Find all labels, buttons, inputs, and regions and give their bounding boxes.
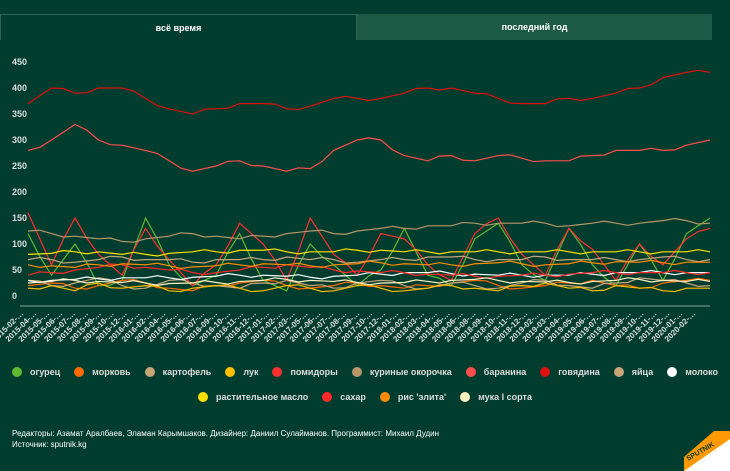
legend-label: яйца — [631, 367, 654, 377]
y-tick-label: 450 — [12, 57, 27, 67]
legend-dot-icon — [272, 367, 283, 377]
legend-label: баранина — [483, 367, 527, 377]
legend-item[interactable]: мука I сорта — [460, 392, 532, 402]
y-tick-label: 350 — [12, 109, 27, 119]
tab-last-year[interactable]: последний год — [357, 14, 712, 40]
legend-item[interactable]: огурец — [12, 367, 60, 377]
y-tick-label: 100 — [12, 239, 27, 249]
legend-item[interactable]: лук — [225, 367, 258, 377]
series-line-7 — [27, 69, 711, 115]
legend-dot-icon — [198, 392, 209, 402]
legend-dot-icon — [460, 392, 471, 402]
line-chart: 0501001502002503003504004502015-02-…2015… — [0, 57, 711, 344]
legend-item[interactable]: растительное масло — [198, 392, 308, 402]
legend-item[interactable]: куриные окорочка — [351, 367, 452, 377]
legend-item[interactable]: помидоры — [272, 367, 338, 377]
legend-label: мука I сорта — [478, 392, 532, 402]
credits: Редакторы: Азамат Аралбаев, Эламан Карым… — [12, 428, 439, 450]
legend-item[interactable]: говядина — [540, 367, 600, 377]
legend-label: сахар — [340, 392, 366, 402]
legend-dot-icon — [74, 367, 85, 377]
legend-item[interactable]: рис 'элита' — [379, 392, 447, 402]
legend-item[interactable]: картофель — [144, 367, 212, 377]
legend-dot-icon — [144, 367, 155, 377]
y-tick-label: 50 — [12, 265, 22, 275]
series-line-5 — [27, 217, 711, 243]
legend-item[interactable]: баранина — [465, 367, 527, 377]
series-line-6 — [27, 123, 711, 172]
y-tick-label: 300 — [12, 135, 27, 145]
legend-item[interactable]: сахар — [322, 392, 366, 402]
tab-bar: всё время последний год — [0, 14, 712, 40]
legend-label: огурец — [30, 367, 61, 377]
series-line-9 — [27, 269, 710, 284]
sputnik-logo: SPUTNIK — [684, 431, 730, 471]
legend-label: лук — [243, 367, 259, 377]
legend-dot-icon — [12, 367, 22, 377]
series-line-4 — [27, 212, 711, 287]
legend-row-1: огурец морковь картофель лук помидоры куриные… — [0, 367, 730, 377]
legend-label: картофель — [162, 367, 212, 377]
series-line-10 — [27, 248, 711, 257]
legend-dot-icon — [322, 392, 333, 402]
legend-label: куриные окорочка — [369, 367, 452, 377]
y-tick-label: 400 — [12, 83, 27, 93]
legend-label: помидоры — [290, 367, 338, 377]
legend-item[interactable]: молоко — [667, 367, 718, 377]
legend-row-2: растительное масло сахар рис 'элита' мука I… — [0, 392, 730, 402]
tab-all-time[interactable]: всё время — [0, 14, 357, 40]
series-line-12 — [27, 259, 710, 270]
legend-dot-icon — [540, 367, 551, 377]
legend-item[interactable]: морковь — [74, 367, 131, 377]
series-line-0 — [27, 216, 711, 292]
y-tick-label: 150 — [12, 213, 27, 223]
legend-dot-icon — [351, 367, 362, 377]
series-line-2 — [27, 277, 711, 290]
legend-dot-icon — [613, 367, 624, 377]
legend-label: говядина — [558, 367, 600, 377]
legend-dot-icon — [225, 367, 236, 377]
credits-editors: Редакторы: Азамат Аралбаев, Эламан Карым… — [12, 429, 440, 438]
legend-item[interactable]: яйца — [613, 367, 654, 377]
credits-source: Источник: sputnik.kg — [12, 440, 87, 449]
series-line-13 — [27, 277, 711, 286]
legend-dot-icon — [379, 392, 390, 402]
legend-label: рис 'элита' — [397, 392, 447, 402]
legend-dot-icon — [667, 367, 678, 377]
legend-dot-icon — [465, 367, 476, 377]
y-tick-label: 200 — [12, 187, 27, 197]
legend-label: растительное масло — [216, 392, 309, 402]
legend-label: морковь — [92, 367, 131, 377]
series-line-11 — [27, 263, 711, 279]
y-tick-label: 250 — [12, 161, 27, 171]
y-tick-label: 0 — [12, 291, 17, 301]
legend-label: молоко — [685, 367, 718, 377]
